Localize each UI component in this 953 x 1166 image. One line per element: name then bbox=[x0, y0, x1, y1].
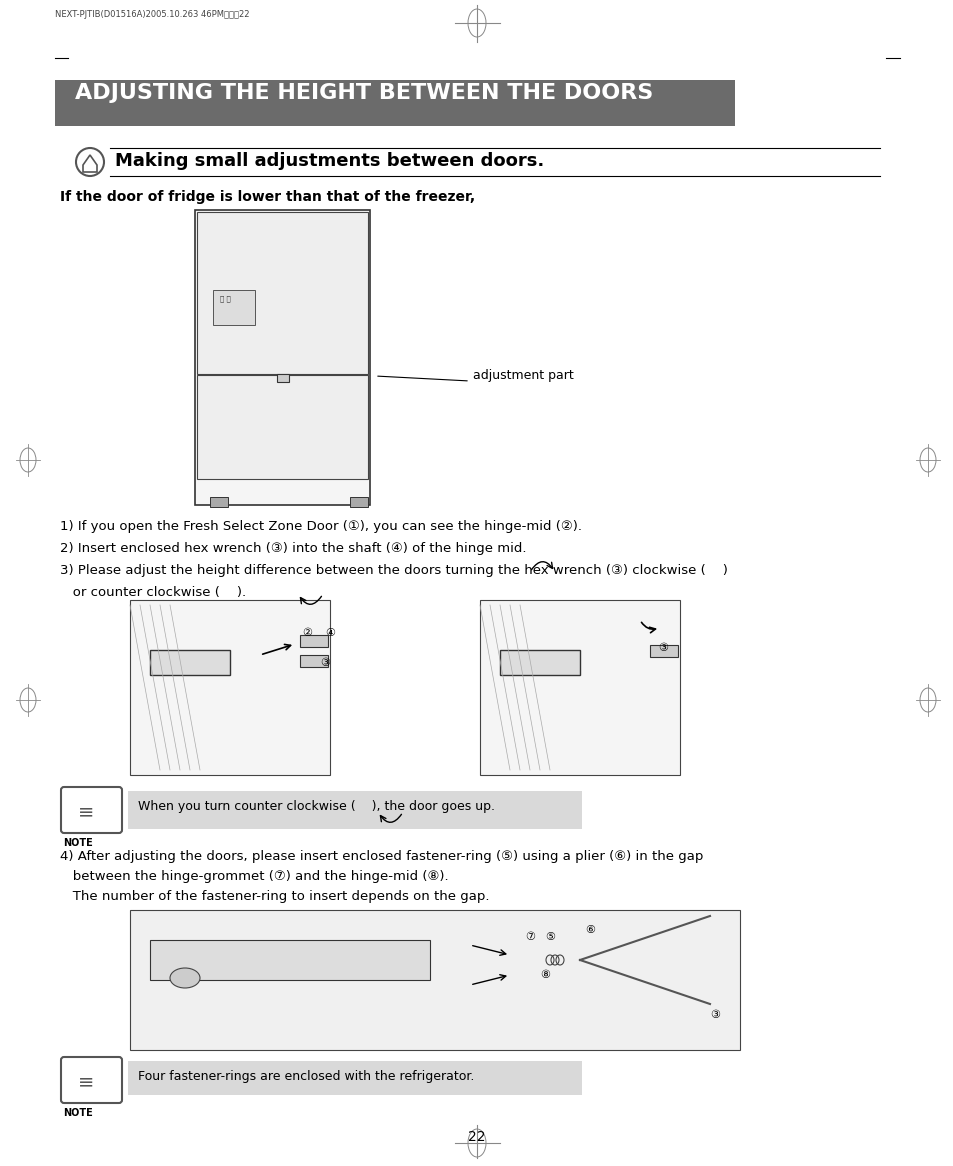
Text: ≡: ≡ bbox=[78, 1072, 94, 1091]
Bar bbox=[299, 635, 328, 647]
Text: ③: ③ bbox=[658, 642, 667, 653]
Text: ⑧: ⑧ bbox=[539, 970, 550, 979]
Text: ④: ④ bbox=[325, 628, 335, 638]
Bar bbox=[130, 909, 740, 1051]
Text: NOTE: NOTE bbox=[63, 838, 92, 848]
Text: ②: ② bbox=[302, 628, 312, 638]
Text: ⑤: ⑤ bbox=[544, 932, 555, 942]
Bar bbox=[350, 497, 368, 507]
Text: or counter clockwise (    ).: or counter clockwise ( ). bbox=[60, 586, 246, 599]
Bar bbox=[213, 290, 254, 325]
FancyBboxPatch shape bbox=[128, 1061, 581, 1095]
Text: NOTE: NOTE bbox=[63, 1108, 92, 1118]
Bar bbox=[479, 600, 679, 775]
Text: ≡: ≡ bbox=[78, 802, 94, 821]
Bar bbox=[210, 497, 228, 507]
Ellipse shape bbox=[170, 968, 200, 988]
Text: The number of the fastener-ring to insert depends on the gap.: The number of the fastener-ring to inser… bbox=[60, 890, 489, 902]
Text: NEXT-PJTIB(D01516A)2005.10.263 46PM에이짂22: NEXT-PJTIB(D01516A)2005.10.263 46PM에이짂22 bbox=[55, 10, 250, 19]
Text: ③: ③ bbox=[709, 1010, 720, 1020]
Text: ⑦: ⑦ bbox=[524, 932, 535, 942]
Polygon shape bbox=[83, 155, 97, 173]
Text: between the hinge-grommet (⑦) and the hinge-mid (⑧).: between the hinge-grommet (⑦) and the hi… bbox=[60, 870, 448, 883]
Text: 3) Please adjust the height difference between the doors turning the hex wrench : 3) Please adjust the height difference b… bbox=[60, 564, 727, 577]
Text: 2) Insert enclosed hex wrench (③) into the shaft (④) of the hinge mid.: 2) Insert enclosed hex wrench (③) into t… bbox=[60, 542, 526, 555]
FancyBboxPatch shape bbox=[55, 80, 734, 126]
Text: adjustment part: adjustment part bbox=[473, 370, 573, 382]
Bar bbox=[499, 649, 579, 675]
FancyBboxPatch shape bbox=[194, 210, 370, 505]
Text: 冷 冷: 冷 冷 bbox=[220, 295, 231, 302]
Text: Four fastener-rings are enclosed with the refrigerator.: Four fastener-rings are enclosed with th… bbox=[138, 1070, 474, 1083]
Text: Making small adjustments between doors.: Making small adjustments between doors. bbox=[115, 152, 543, 170]
Bar bbox=[196, 212, 368, 374]
Text: ADJUSTING THE HEIGHT BETWEEN THE DOORS: ADJUSTING THE HEIGHT BETWEEN THE DOORS bbox=[75, 83, 653, 103]
Bar bbox=[276, 374, 289, 382]
Text: 4) After adjusting the doors, please insert enclosed fastener-ring (⑤) using a p: 4) After adjusting the doors, please ins… bbox=[60, 850, 702, 863]
Text: When you turn counter clockwise (    ), the door goes up.: When you turn counter clockwise ( ), the… bbox=[138, 800, 495, 813]
Text: If the door of fridge is lower than that of the freezer,: If the door of fridge is lower than that… bbox=[60, 190, 475, 204]
Bar bbox=[649, 645, 678, 656]
FancyBboxPatch shape bbox=[128, 791, 581, 829]
Bar bbox=[150, 649, 230, 675]
Text: ③: ③ bbox=[319, 658, 330, 668]
Text: ⑥: ⑥ bbox=[584, 925, 595, 935]
Bar bbox=[299, 655, 328, 667]
Bar bbox=[150, 940, 430, 979]
Bar bbox=[130, 600, 330, 775]
Bar bbox=[196, 375, 368, 478]
Text: 22: 22 bbox=[468, 1130, 485, 1144]
Text: 1) If you open the Fresh Select Zone Door (①), you can see the hinge-mid (②).: 1) If you open the Fresh Select Zone Doo… bbox=[60, 520, 581, 533]
